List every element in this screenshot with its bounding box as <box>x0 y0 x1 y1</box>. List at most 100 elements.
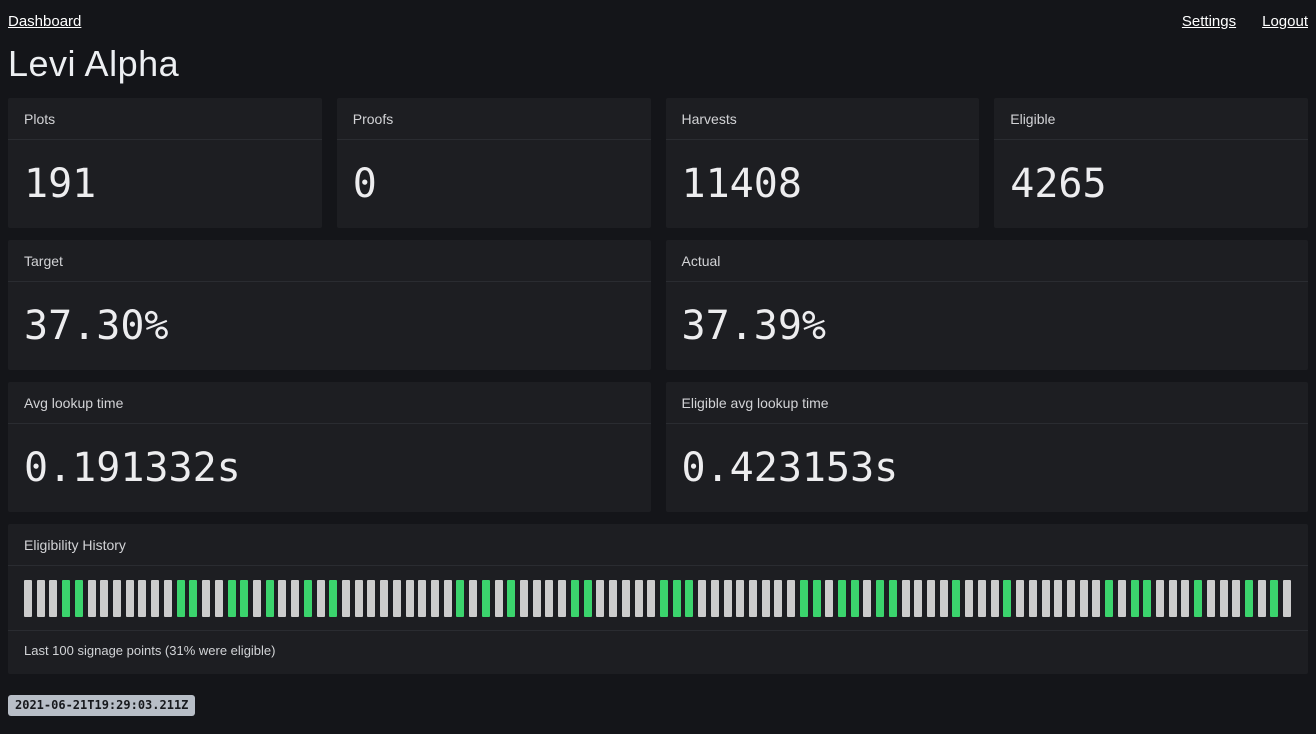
history-bar-eligible <box>227 580 236 617</box>
history-caption: Last 100 signage points (31% were eligib… <box>8 630 1308 671</box>
history-bar-ineligible <box>520 580 529 617</box>
card-avg-lookup-value: 0.191332s <box>24 445 241 491</box>
card-eligibility-history: Eligibility History Last 100 signage poi… <box>8 524 1308 674</box>
history-bar-ineligible <box>545 580 554 617</box>
top-nav: Dashboard Settings Logout <box>8 8 1308 32</box>
history-bar-ineligible <box>113 580 122 617</box>
history-bar-eligible <box>1270 580 1279 617</box>
history-bar-ineligible <box>469 580 478 617</box>
history-bar-eligible <box>456 580 465 617</box>
history-bar-eligible <box>265 580 274 617</box>
history-bar-eligible <box>1245 580 1253 617</box>
history-bar-eligible <box>189 580 198 617</box>
timestamp-badge: 2021-06-21T19:29:03.211Z <box>8 695 196 717</box>
history-bar-ineligible <box>138 580 147 617</box>
history-bar-ineligible <box>163 580 172 617</box>
history-bar-ineligible <box>431 580 439 617</box>
history-bar-ineligible <box>761 580 770 617</box>
history-bar-ineligible <box>647 580 656 617</box>
history-bar-eligible <box>481 580 490 617</box>
card-proofs-value: 0 <box>352 161 377 207</box>
history-bar-ineligible <box>1168 580 1177 617</box>
card-actual-label: Actual <box>665 240 1308 282</box>
history-bar-ineligible <box>392 580 401 617</box>
card-eligible: Eligible 4265 <box>994 98 1308 228</box>
history-bar-ineligible <box>100 580 109 617</box>
card-target-value: 37.30% <box>24 303 169 349</box>
history-bar-eligible <box>672 580 681 617</box>
history-bar-ineligible <box>990 580 999 617</box>
history-bar-ineligible <box>1066 580 1075 617</box>
history-bar-ineligible <box>1257 580 1266 617</box>
history-bar-ineligible <box>49 580 58 617</box>
history-bar-eligible <box>176 580 185 617</box>
history-bar-eligible <box>838 580 846 617</box>
history-bar-ineligible <box>1206 580 1215 617</box>
eligibility-history-title: Eligibility History <box>8 524 1308 566</box>
history-bar-eligible <box>329 580 338 617</box>
card-eligible-avg-lookup-label: Eligible avg lookup time <box>665 382 1308 424</box>
history-bar-eligible <box>799 580 808 617</box>
nav-right-links: Settings Logout <box>1182 13 1308 30</box>
history-bar-ineligible <box>774 580 783 617</box>
history-bar-ineligible <box>939 580 948 617</box>
card-avg-lookup: Avg lookup time 0.191332s <box>8 382 651 512</box>
page-title: Levi Alpha <box>8 43 180 84</box>
history-bar-eligible <box>850 580 859 617</box>
card-avg-lookup-label: Avg lookup time <box>8 382 651 424</box>
history-bar-eligible <box>876 580 885 617</box>
card-harvests-label: Harvests <box>665 98 980 140</box>
card-proofs-label: Proofs <box>336 98 651 140</box>
history-bar-ineligible <box>965 580 974 617</box>
history-bar-ineligible <box>367 580 376 617</box>
card-eligible-avg-lookup: Eligible avg lookup time 0.423153s <box>665 382 1308 512</box>
card-harvests: Harvests 11408 <box>665 98 980 228</box>
history-bar-eligible <box>1143 580 1152 617</box>
history-bar-ineligible <box>36 580 45 617</box>
history-bar-ineligible <box>901 580 910 617</box>
history-bar-ineligible <box>87 580 96 617</box>
history-bar-ineligible <box>291 580 300 617</box>
history-bar-ineligible <box>125 580 134 617</box>
history-bar-ineligible <box>316 580 325 617</box>
history-bar-ineligible <box>621 580 630 617</box>
history-bar-eligible <box>583 580 592 617</box>
history-bar-eligible <box>62 580 71 617</box>
history-bar-ineligible <box>1092 580 1101 617</box>
history-bar-ineligible <box>977 580 986 617</box>
history-bars <box>24 580 1292 617</box>
history-bar-ineligible <box>278 580 287 617</box>
card-actual: Actual 37.39% <box>665 240 1308 370</box>
nav-link-dashboard[interactable]: Dashboard <box>8 13 82 30</box>
history-bar-ineligible <box>609 580 618 617</box>
history-bar-ineligible <box>748 580 757 617</box>
history-bar-ineligible <box>723 580 732 617</box>
history-bar-ineligible <box>558 580 567 617</box>
history-bar-eligible <box>685 580 694 617</box>
history-bar-ineligible <box>1219 580 1228 617</box>
history-bar-eligible <box>1105 580 1114 617</box>
history-bar-ineligible <box>927 580 936 617</box>
card-proofs: Proofs 0 <box>336 98 651 228</box>
history-bar-ineligible <box>787 580 796 617</box>
history-bar-ineligible <box>736 580 745 617</box>
history-bar-eligible <box>659 580 668 617</box>
history-bar-ineligible <box>380 580 389 617</box>
history-bar-ineligible <box>494 580 503 617</box>
history-bar-ineligible <box>634 580 643 617</box>
nav-link-settings[interactable]: Settings <box>1181 13 1237 30</box>
history-bar-eligible <box>888 580 897 617</box>
history-bar-eligible <box>570 580 579 617</box>
history-bar-ineligible <box>863 580 872 617</box>
card-eligible-value: 4265 <box>1010 161 1107 207</box>
history-bar-ineligible <box>443 580 452 617</box>
history-bar-ineligible <box>825 580 834 617</box>
nav-link-logout[interactable]: Logout <box>1262 13 1308 30</box>
history-bar-ineligible <box>1016 580 1025 617</box>
history-bar-eligible <box>1130 580 1139 617</box>
history-bar-eligible <box>1194 580 1203 617</box>
history-bar-ineligible <box>202 580 211 617</box>
history-bar-ineligible <box>1283 580 1292 617</box>
history-bar-ineligible <box>405 580 414 617</box>
history-bar-ineligible <box>1079 580 1088 617</box>
